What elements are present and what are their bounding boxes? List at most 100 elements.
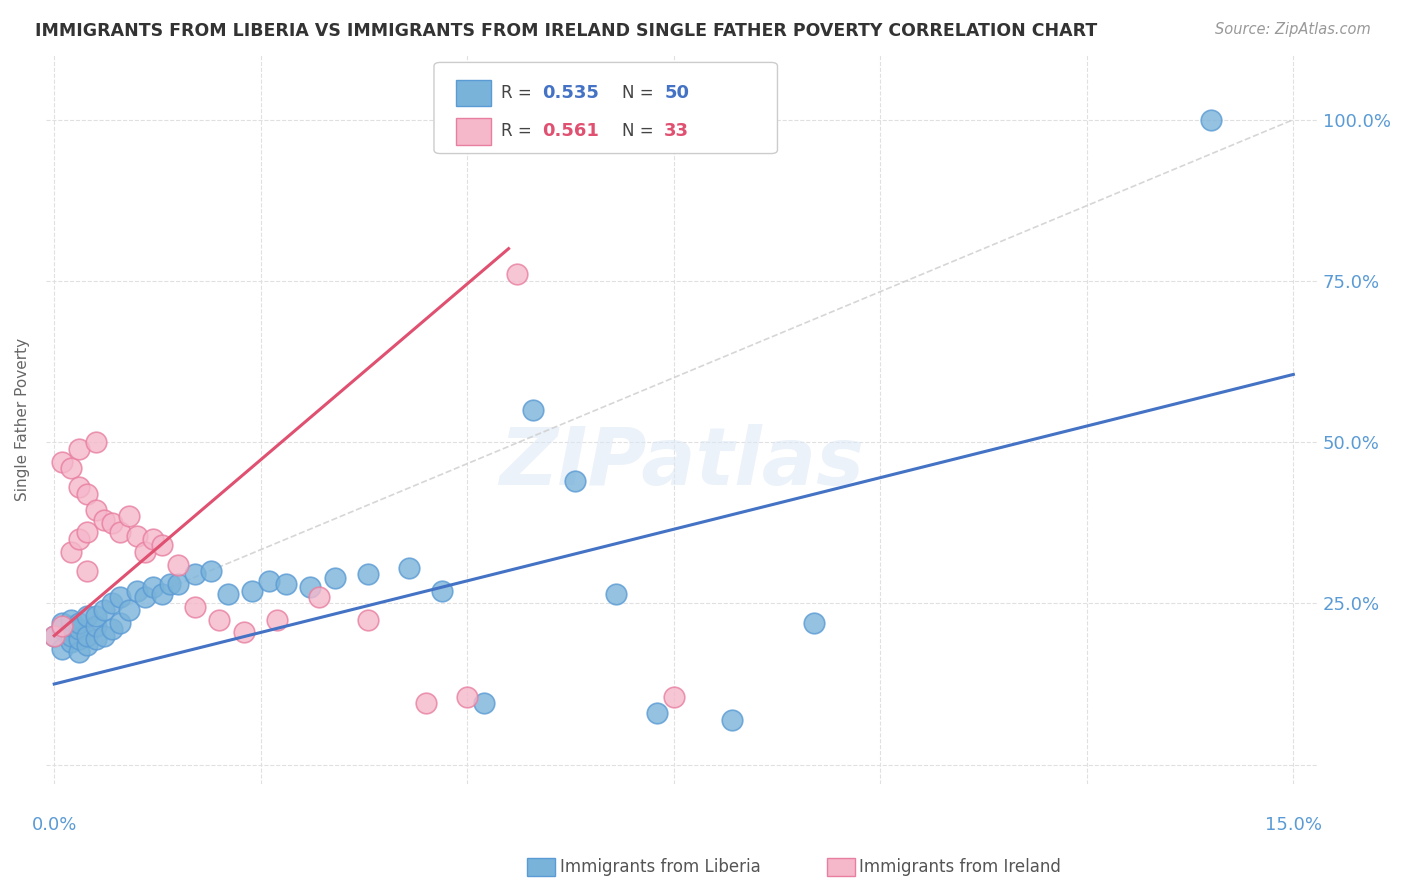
Point	[564, 474, 586, 488]
Point	[117, 603, 139, 617]
Point	[299, 580, 322, 594]
Text: 15.0%: 15.0%	[1265, 816, 1322, 834]
Point	[125, 583, 148, 598]
Text: R =: R =	[502, 122, 537, 140]
Point	[51, 454, 73, 468]
Point	[167, 558, 190, 572]
Point	[44, 629, 66, 643]
Point	[134, 545, 156, 559]
Point	[1199, 112, 1222, 127]
Text: ZIPatlas: ZIPatlas	[499, 425, 865, 502]
Point	[93, 603, 115, 617]
Point	[59, 545, 82, 559]
Point	[167, 577, 190, 591]
Point	[150, 538, 173, 552]
Point	[242, 583, 264, 598]
Point	[274, 577, 297, 591]
Point	[51, 615, 73, 630]
Point	[59, 461, 82, 475]
Point	[183, 599, 205, 614]
Point	[84, 619, 107, 633]
Point	[51, 619, 73, 633]
Point	[150, 587, 173, 601]
Point	[67, 442, 90, 456]
Point	[266, 613, 288, 627]
Point	[308, 590, 330, 604]
Point	[67, 532, 90, 546]
Point	[51, 641, 73, 656]
Point	[67, 480, 90, 494]
Point	[76, 525, 98, 540]
Point	[51, 622, 73, 636]
Text: IMMIGRANTS FROM LIBERIA VS IMMIGRANTS FROM IRELAND SINGLE FATHER POVERTY CORRELA: IMMIGRANTS FROM LIBERIA VS IMMIGRANTS FR…	[35, 22, 1098, 40]
Point	[59, 619, 82, 633]
Point	[67, 645, 90, 659]
Point	[432, 583, 454, 598]
FancyBboxPatch shape	[456, 119, 491, 145]
Point	[76, 629, 98, 643]
Text: 0.535: 0.535	[543, 84, 599, 102]
Point	[44, 629, 66, 643]
Point	[522, 403, 544, 417]
Point	[67, 615, 90, 630]
Point	[357, 613, 380, 627]
Text: Source: ZipAtlas.com: Source: ZipAtlas.com	[1215, 22, 1371, 37]
Point	[93, 629, 115, 643]
Point	[84, 435, 107, 450]
Point	[59, 635, 82, 649]
Point	[183, 567, 205, 582]
Point	[101, 622, 124, 636]
Point	[323, 571, 346, 585]
Point	[76, 638, 98, 652]
Point	[110, 615, 132, 630]
Point	[59, 629, 82, 643]
Point	[59, 613, 82, 627]
Point	[720, 112, 742, 127]
Y-axis label: Single Father Poverty: Single Father Poverty	[15, 338, 30, 501]
Point	[605, 587, 627, 601]
Point	[506, 268, 529, 282]
Point	[117, 509, 139, 524]
Text: 50: 50	[664, 84, 689, 102]
Point	[398, 561, 420, 575]
Point	[67, 622, 90, 636]
Point	[134, 590, 156, 604]
Point	[67, 632, 90, 646]
Text: 33: 33	[664, 122, 689, 140]
Point	[110, 590, 132, 604]
Point	[415, 697, 437, 711]
Point	[84, 503, 107, 517]
Point	[208, 613, 231, 627]
Point	[84, 609, 107, 624]
Text: 0.561: 0.561	[543, 122, 599, 140]
Point	[110, 525, 132, 540]
Point	[257, 574, 280, 588]
Point	[76, 487, 98, 501]
Point	[233, 625, 256, 640]
Point	[101, 516, 124, 530]
Text: Immigrants from Ireland: Immigrants from Ireland	[859, 858, 1062, 876]
Text: N =: N =	[623, 84, 659, 102]
Point	[803, 615, 825, 630]
FancyBboxPatch shape	[456, 79, 491, 106]
FancyBboxPatch shape	[434, 62, 778, 153]
Point	[101, 596, 124, 610]
Point	[125, 529, 148, 543]
Point	[142, 532, 165, 546]
Point	[159, 577, 181, 591]
Point	[456, 690, 478, 704]
Point	[357, 567, 380, 582]
Point	[76, 564, 98, 578]
Text: 0.0%: 0.0%	[31, 816, 77, 834]
Point	[472, 697, 495, 711]
Text: Immigrants from Liberia: Immigrants from Liberia	[560, 858, 761, 876]
Text: R =: R =	[502, 84, 537, 102]
Point	[142, 580, 165, 594]
Point	[217, 587, 239, 601]
Point	[93, 512, 115, 526]
Point	[720, 713, 742, 727]
Point	[645, 706, 668, 720]
Text: N =: N =	[623, 122, 659, 140]
Point	[84, 632, 107, 646]
Point	[76, 609, 98, 624]
